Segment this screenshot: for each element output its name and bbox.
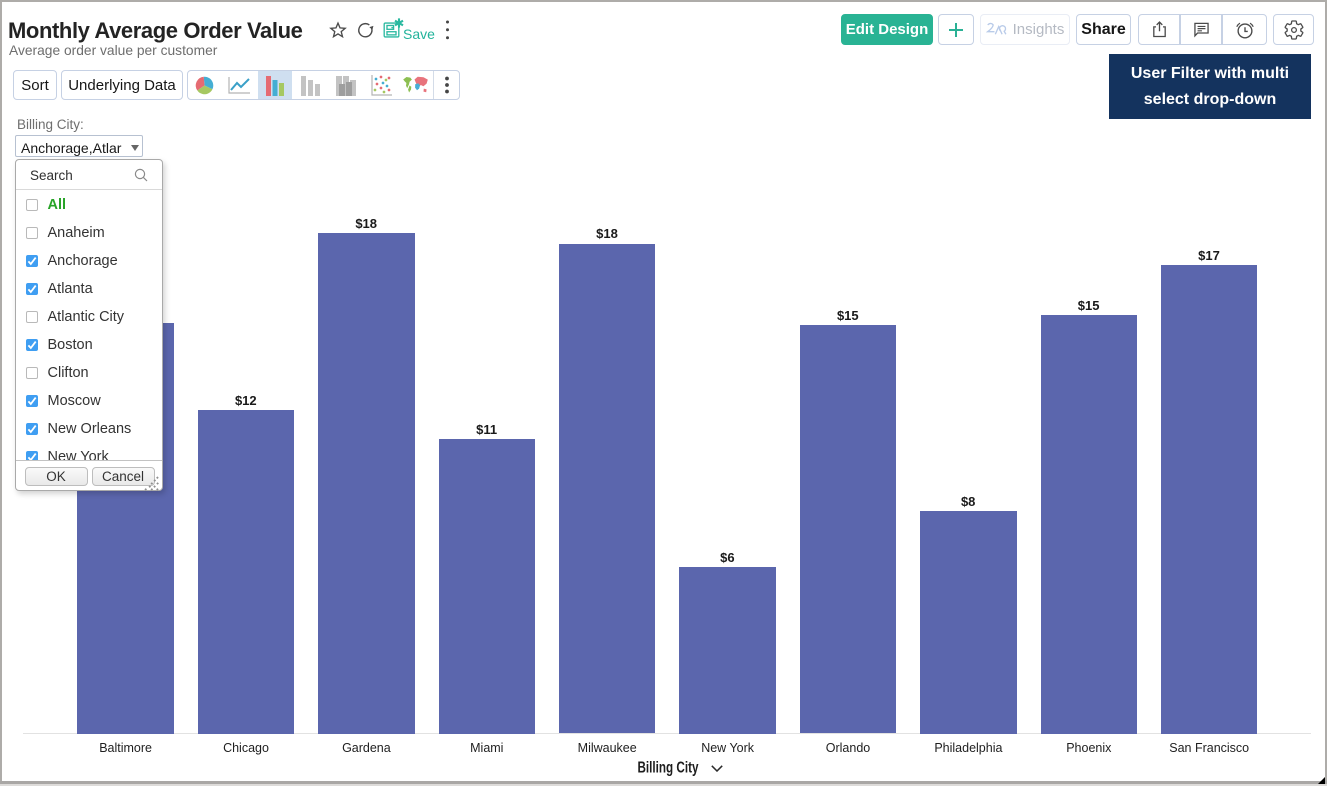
svg-text:Billing City: Billing City (638, 760, 699, 777)
